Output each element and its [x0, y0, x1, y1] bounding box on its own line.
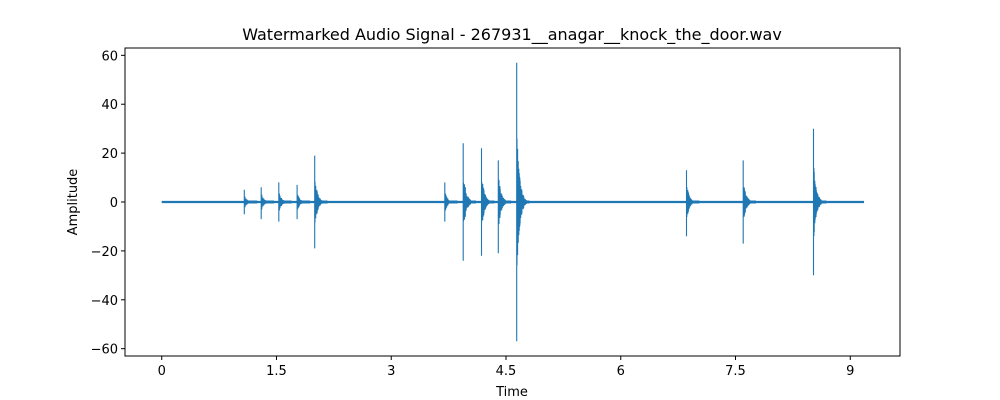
signal-transient [742, 160, 756, 244]
y-tick-label: −60 [91, 343, 118, 358]
signal-transient [243, 189, 258, 215]
signal-transient [296, 184, 310, 220]
y-axis: −60 −40 −20 0 20 40 60 [91, 49, 125, 358]
chart-title: Watermarked Audio Signal - 267931__anaga… [242, 25, 782, 45]
y-tick-label: 60 [101, 49, 118, 64]
signal-transient [812, 128, 827, 276]
x-tick-label: 1.5 [266, 364, 287, 379]
signal-transient [260, 187, 274, 220]
y-tick-label: 40 [101, 98, 118, 113]
signal-transient [444, 182, 458, 222]
x-axis-label: Time [495, 385, 528, 400]
x-tick-label: 9 [846, 364, 854, 379]
signal-transient [278, 182, 292, 222]
y-tick-label: −20 [91, 245, 118, 260]
signal-transient [480, 148, 495, 256]
y-tick-label: 0 [110, 196, 118, 211]
signal-series [161, 62, 865, 342]
x-axis: 0 1.5 3 4.5 6 7.5 9 [158, 356, 854, 379]
x-tick-label: 3 [387, 364, 395, 379]
signal-transient [462, 143, 476, 261]
x-tick-label: 0 [158, 364, 166, 379]
y-tick-label: 20 [101, 147, 118, 162]
x-tick-label: 7.5 [725, 364, 746, 379]
x-tick-label: 4.5 [496, 364, 517, 379]
signal-transient [685, 170, 700, 237]
signal-transient [516, 62, 530, 342]
y-tick-label: −40 [91, 294, 118, 309]
x-tick-label: 6 [617, 364, 625, 379]
signal-transient [314, 155, 328, 249]
y-axis-label: Amplitude [66, 169, 81, 236]
signal-transient [497, 160, 512, 254]
